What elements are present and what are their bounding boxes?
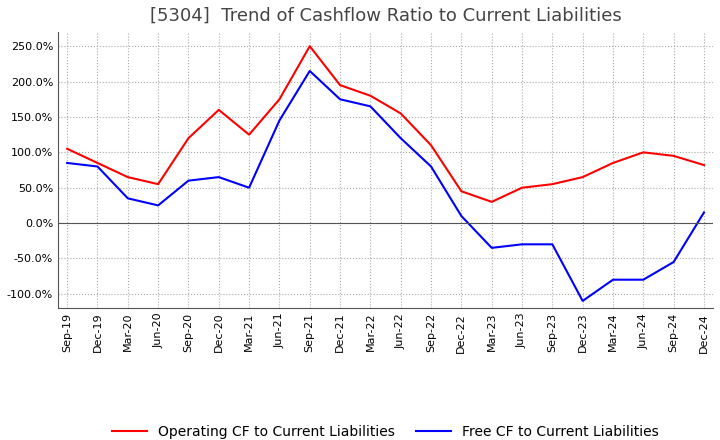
Free CF to Current Liabilities — [548, 242, 557, 247]
Free CF to Current Liabilities — [184, 178, 193, 183]
Line: Operating CF to Current Liabilities: Operating CF to Current Liabilities — [67, 46, 704, 202]
Free CF to Current Liabilities — [518, 242, 526, 247]
Legend: Operating CF to Current Liabilities, Free CF to Current Liabilities: Operating CF to Current Liabilities, Fre… — [107, 419, 664, 440]
Operating CF to Current Liabilities — [518, 185, 526, 191]
Line: Free CF to Current Liabilities: Free CF to Current Liabilities — [67, 71, 704, 301]
Free CF to Current Liabilities — [63, 160, 71, 165]
Title: [5304]  Trend of Cashflow Ratio to Current Liabilities: [5304] Trend of Cashflow Ratio to Curren… — [150, 7, 621, 25]
Free CF to Current Liabilities — [305, 68, 314, 73]
Operating CF to Current Liabilities — [184, 136, 193, 141]
Operating CF to Current Liabilities — [639, 150, 647, 155]
Free CF to Current Liabilities — [670, 259, 678, 264]
Operating CF to Current Liabilities — [487, 199, 496, 205]
Operating CF to Current Liabilities — [93, 160, 102, 165]
Operating CF to Current Liabilities — [124, 175, 132, 180]
Operating CF to Current Liabilities — [700, 162, 708, 168]
Free CF to Current Liabilities — [700, 210, 708, 215]
Free CF to Current Liabilities — [487, 245, 496, 250]
Free CF to Current Liabilities — [608, 277, 617, 282]
Operating CF to Current Liabilities — [336, 82, 344, 88]
Free CF to Current Liabilities — [124, 196, 132, 201]
Operating CF to Current Liabilities — [215, 107, 223, 113]
Operating CF to Current Liabilities — [305, 44, 314, 49]
Operating CF to Current Liabilities — [63, 146, 71, 151]
Free CF to Current Liabilities — [336, 97, 344, 102]
Free CF to Current Liabilities — [457, 213, 466, 219]
Free CF to Current Liabilities — [245, 185, 253, 191]
Operating CF to Current Liabilities — [366, 93, 374, 99]
Operating CF to Current Liabilities — [154, 182, 163, 187]
Free CF to Current Liabilities — [578, 298, 587, 304]
Operating CF to Current Liabilities — [608, 160, 617, 165]
Free CF to Current Liabilities — [366, 104, 374, 109]
Operating CF to Current Liabilities — [275, 97, 284, 102]
Operating CF to Current Liabilities — [457, 189, 466, 194]
Free CF to Current Liabilities — [397, 136, 405, 141]
Free CF to Current Liabilities — [275, 118, 284, 123]
Operating CF to Current Liabilities — [548, 182, 557, 187]
Operating CF to Current Liabilities — [670, 153, 678, 158]
Free CF to Current Liabilities — [215, 175, 223, 180]
Operating CF to Current Liabilities — [578, 175, 587, 180]
Free CF to Current Liabilities — [93, 164, 102, 169]
Operating CF to Current Liabilities — [427, 143, 436, 148]
Free CF to Current Liabilities — [639, 277, 647, 282]
Operating CF to Current Liabilities — [397, 111, 405, 116]
Free CF to Current Liabilities — [154, 203, 163, 208]
Operating CF to Current Liabilities — [245, 132, 253, 137]
Free CF to Current Liabilities — [427, 164, 436, 169]
